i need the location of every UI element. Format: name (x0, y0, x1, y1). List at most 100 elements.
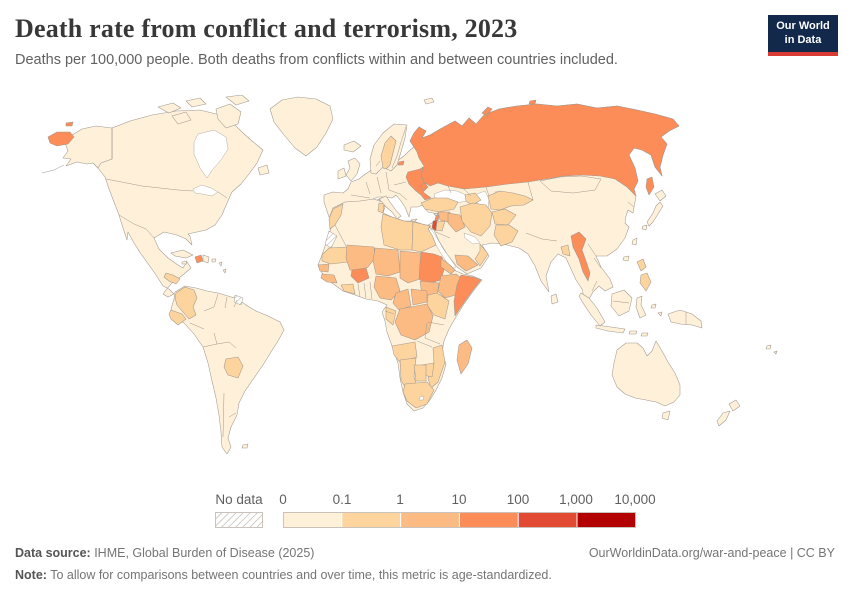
note-label: Note: (15, 568, 47, 582)
country-lesotho[interactable] (418, 395, 425, 401)
country-philippines[interactable] (636, 258, 652, 292)
country-paraguay[interactable] (223, 356, 244, 379)
country-palestine-israel[interactable] (431, 219, 438, 232)
footer: Data source: IHME, Global Burden of Dise… (15, 546, 835, 560)
landmass-indonesia[interactable] (578, 289, 703, 337)
country-eritrea[interactable] (440, 257, 456, 275)
country-nigeria[interactable] (373, 275, 401, 301)
data-source-label: Data source: (15, 546, 91, 560)
legend-bin-4[interactable] (518, 512, 577, 528)
country-lebanon[interactable] (434, 214, 440, 222)
country-ukraine[interactable] (405, 166, 432, 201)
data-source-text: Data source: IHME, Global Burden of Dise… (15, 546, 314, 560)
country-senegal[interactable] (317, 263, 330, 273)
legend-bin-0[interactable] (283, 512, 342, 528)
country-congo-gabon[interactable] (385, 306, 397, 326)
country-libya[interactable] (380, 213, 414, 251)
country-guinea[interactable] (320, 273, 338, 284)
legend-tick-0: 0 (279, 492, 287, 507)
aleutian-islands (41, 164, 65, 174)
country-turkey[interactable] (420, 197, 459, 213)
owid-url-link[interactable]: OurWorldinData.org/war-and-peace | CC BY (588, 546, 835, 560)
country-myanmar[interactable] (570, 231, 591, 282)
legend-tick-4: 100 (506, 492, 530, 507)
legend-bin-2[interactable] (400, 512, 460, 528)
country-japan[interactable] (641, 189, 667, 231)
country-haiti[interactable] (194, 254, 204, 264)
owid-logo[interactable]: Our World in Data (768, 15, 838, 56)
country-caucasus[interactable] (464, 192, 482, 206)
country-united-kingdom-ireland[interactable] (337, 157, 361, 182)
country-colombia[interactable] (174, 286, 198, 320)
page-subtitle: Deaths per 100,000 people. Both deaths f… (15, 52, 618, 68)
country-oman[interactable] (474, 243, 489, 267)
country-russia-sakhalin[interactable] (645, 176, 655, 196)
footer-note: Note: To allow for comparisons between c… (15, 568, 835, 582)
legend-no-data-label: No data (215, 492, 263, 507)
country-south-africa[interactable] (402, 381, 435, 409)
region-central-asia[interactable] (487, 190, 534, 211)
legend-tick-5: 1,000 (559, 492, 593, 507)
legend-bin-3[interactable] (459, 512, 519, 528)
legend-tick-6: 10,000 (614, 492, 656, 507)
country-botswana[interactable] (413, 364, 427, 382)
country-ecuador[interactable] (168, 309, 187, 326)
region-french-guiana-no-data[interactable] (233, 294, 244, 306)
country-moldova[interactable] (420, 182, 427, 191)
country-central-african-republic[interactable] (410, 288, 428, 306)
borders-asia (435, 175, 687, 325)
owid-logo-line1: Our World (776, 20, 830, 32)
legend-no-data-swatch[interactable] (215, 512, 263, 528)
country-pakistan[interactable] (493, 224, 519, 247)
asia-islands[interactable] (550, 237, 638, 305)
country-tunisia[interactable] (377, 202, 385, 214)
country-iraq[interactable] (447, 212, 466, 233)
persian-gulf (463, 232, 481, 245)
country-bangladesh[interactable] (560, 244, 571, 257)
borders-south-america (189, 293, 238, 438)
caribbean-islands[interactable] (170, 249, 227, 274)
borders-africa (334, 224, 445, 348)
country-russia-far-east[interactable] (47, 121, 75, 147)
country-yemen[interactable] (454, 254, 479, 272)
arctic-islands[interactable] (157, 94, 435, 176)
country-niger[interactable] (372, 247, 401, 277)
country-burkina-faso[interactable] (350, 267, 370, 284)
country-somalia[interactable] (453, 274, 482, 317)
country-sweden[interactable] (380, 135, 397, 170)
world-map-svg (41, 94, 778, 455)
country-egypt[interactable] (411, 221, 437, 253)
owid-logo-line2: in Data (784, 33, 822, 46)
landmass-alaska[interactable] (62, 125, 113, 169)
country-iran[interactable] (459, 202, 493, 237)
country-russia[interactable] (409, 99, 680, 197)
country-drc[interactable] (394, 303, 434, 341)
landmass-north-america[interactable] (92, 109, 264, 298)
great-lakes (192, 184, 219, 197)
country-ivory-coast[interactable] (340, 283, 356, 295)
borders-europe (350, 126, 408, 201)
country-afghanistan[interactable] (491, 208, 517, 226)
hudson-bay (193, 129, 229, 179)
country-greenland[interactable] (269, 96, 334, 157)
legend-tick-3: 10 (451, 492, 467, 507)
region-central-america[interactable] (163, 272, 181, 285)
legend-bin-1[interactable] (341, 512, 401, 528)
country-madagascar[interactable] (456, 339, 473, 375)
note-value: To allow for comparisons between countri… (46, 568, 552, 582)
region-western-sahara-no-data[interactable] (324, 230, 338, 249)
legend-bin-5[interactable] (577, 512, 636, 528)
legend-tick-2: 1 (396, 492, 404, 507)
page-title: Death rate from conflict and terrorism, … (15, 14, 518, 43)
country-kaliningrad[interactable] (397, 160, 405, 166)
legend-tick-1: 0.1 (332, 492, 352, 507)
country-iceland[interactable] (343, 140, 362, 153)
country-chad[interactable] (399, 250, 422, 284)
country-australia[interactable] (611, 340, 681, 421)
data-source-value: IHME, Global Burden of Disease (2025) (90, 546, 315, 560)
world-choropleth-map (30, 94, 790, 485)
country-jordan[interactable] (435, 220, 446, 232)
legend-color-bar (283, 512, 636, 528)
country-new-zealand[interactable] (716, 344, 778, 427)
